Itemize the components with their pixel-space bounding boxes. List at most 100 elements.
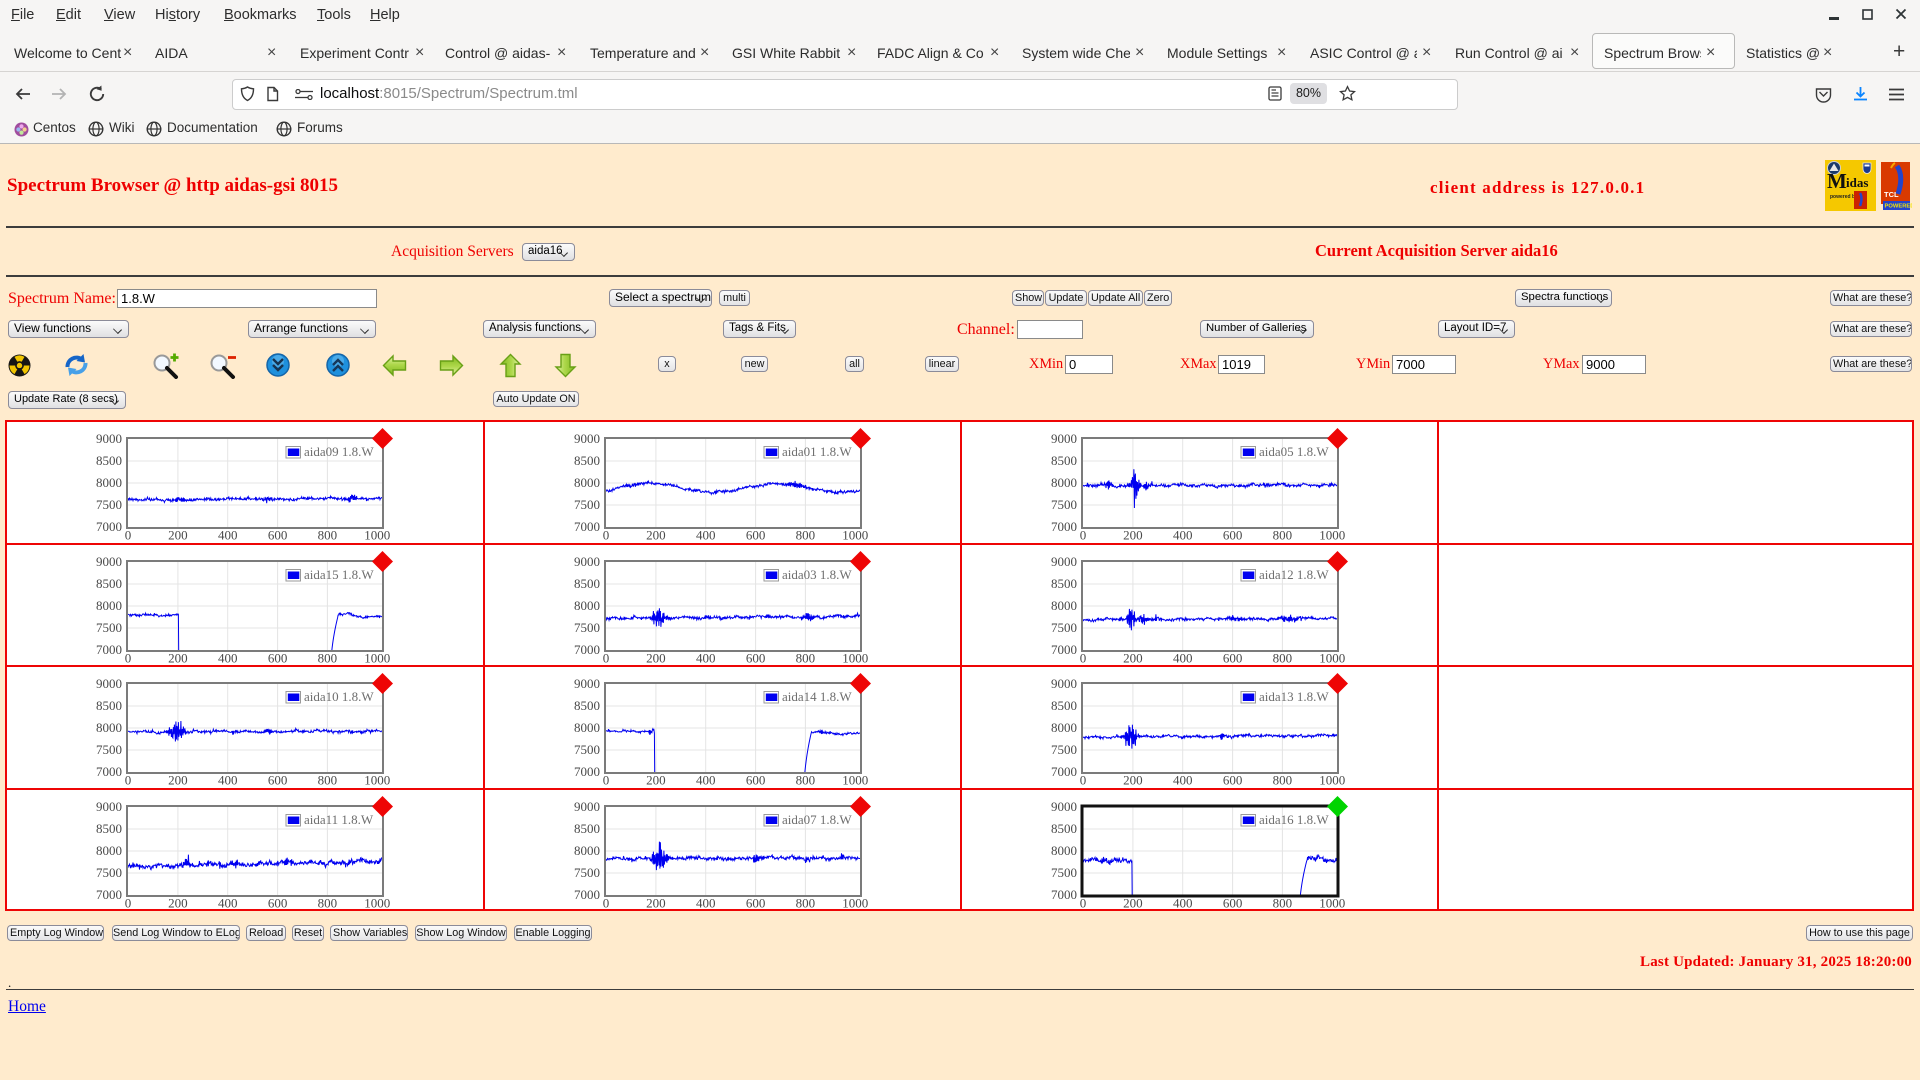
svg-text:400: 400 — [696, 773, 716, 788]
svg-text:8000: 8000 — [96, 843, 122, 858]
svg-text:7000: 7000 — [96, 642, 122, 657]
svg-text:200: 200 — [646, 773, 666, 788]
svg-text:aida11 1.8.W: aida11 1.8.W — [304, 812, 374, 827]
svg-text:800: 800 — [318, 650, 338, 665]
svg-text:8000: 8000 — [574, 720, 600, 735]
svg-text:aida12 1.8.W: aida12 1.8.W — [1259, 567, 1329, 582]
svg-text:aida07 1.8.W: aida07 1.8.W — [782, 812, 852, 827]
svg-text:7500: 7500 — [574, 865, 600, 880]
svg-text:200: 200 — [1123, 895, 1143, 910]
svg-text:400: 400 — [696, 528, 716, 543]
svg-text:8500: 8500 — [96, 821, 122, 836]
svg-text:8000: 8000 — [574, 475, 600, 490]
svg-text:200: 200 — [168, 650, 188, 665]
svg-text:800: 800 — [1273, 528, 1293, 543]
svg-text:7500: 7500 — [96, 742, 122, 757]
svg-text:9000: 9000 — [1051, 554, 1077, 569]
svg-text:7500: 7500 — [574, 620, 600, 635]
svg-text:800: 800 — [1273, 650, 1293, 665]
svg-text:9000: 9000 — [96, 431, 122, 446]
svg-text:600: 600 — [746, 650, 766, 665]
svg-text:0: 0 — [603, 773, 610, 788]
svg-text:200: 200 — [168, 528, 188, 543]
svg-text:600: 600 — [746, 895, 766, 910]
svg-text:800: 800 — [796, 650, 816, 665]
svg-text:7000: 7000 — [1051, 642, 1077, 657]
svg-text:7000: 7000 — [574, 642, 600, 657]
svg-text:8500: 8500 — [1051, 821, 1077, 836]
svg-text:1000: 1000 — [842, 895, 868, 910]
svg-text:8000: 8000 — [1051, 843, 1077, 858]
svg-text:M: M — [1827, 169, 1847, 193]
svg-text:7000: 7000 — [1051, 887, 1077, 902]
svg-text:800: 800 — [1273, 895, 1293, 910]
svg-text:7000: 7000 — [574, 764, 600, 779]
svg-text:8500: 8500 — [574, 453, 600, 468]
svg-text:8500: 8500 — [1051, 698, 1077, 713]
svg-text:1000: 1000 — [364, 773, 390, 788]
svg-text:8500: 8500 — [574, 698, 600, 713]
svg-text:8500: 8500 — [574, 576, 600, 591]
svg-text:1000: 1000 — [1319, 650, 1345, 665]
svg-text:7500: 7500 — [96, 620, 122, 635]
svg-text:1000: 1000 — [842, 650, 868, 665]
svg-text:0: 0 — [125, 528, 132, 543]
svg-text:0: 0 — [603, 895, 610, 910]
svg-text:aida05 1.8.W: aida05 1.8.W — [1259, 444, 1329, 459]
svg-text:1000: 1000 — [364, 895, 390, 910]
svg-text:idas: idas — [1846, 175, 1868, 190]
svg-text:600: 600 — [268, 528, 288, 543]
svg-text:8000: 8000 — [574, 598, 600, 613]
svg-text:1000: 1000 — [364, 650, 390, 665]
svg-text:9000: 9000 — [96, 554, 122, 569]
svg-text:200: 200 — [646, 895, 666, 910]
svg-text:1000: 1000 — [1319, 773, 1345, 788]
svg-text:0: 0 — [1080, 773, 1087, 788]
svg-text:8500: 8500 — [96, 576, 122, 591]
svg-text:7000: 7000 — [1051, 764, 1077, 779]
svg-text:7500: 7500 — [574, 742, 600, 757]
svg-text:200: 200 — [646, 650, 666, 665]
svg-text:600: 600 — [746, 528, 766, 543]
svg-text:200: 200 — [168, 895, 188, 910]
svg-text:9000: 9000 — [574, 676, 600, 691]
svg-text:8500: 8500 — [96, 453, 122, 468]
svg-text:200: 200 — [646, 528, 666, 543]
svg-text:0: 0 — [125, 773, 132, 788]
svg-text:400: 400 — [1173, 773, 1193, 788]
svg-text:600: 600 — [1223, 773, 1243, 788]
svg-text:600: 600 — [746, 773, 766, 788]
svg-text:7500: 7500 — [1051, 742, 1077, 757]
svg-text:8000: 8000 — [96, 475, 122, 490]
svg-text:600: 600 — [268, 895, 288, 910]
svg-text:400: 400 — [1173, 528, 1193, 543]
svg-text:1000: 1000 — [1319, 528, 1345, 543]
svg-text:7500: 7500 — [1051, 865, 1077, 880]
svg-text:8000: 8000 — [1051, 720, 1077, 735]
svg-text:7000: 7000 — [1051, 519, 1077, 534]
svg-text:7000: 7000 — [96, 887, 122, 902]
svg-text:0: 0 — [1080, 895, 1087, 910]
svg-text:7500: 7500 — [96, 865, 122, 880]
svg-text:7000: 7000 — [96, 764, 122, 779]
svg-text:9000: 9000 — [574, 431, 600, 446]
svg-text:aida15 1.8.W: aida15 1.8.W — [304, 567, 374, 582]
svg-text:400: 400 — [218, 773, 238, 788]
svg-text:9000: 9000 — [1051, 799, 1077, 814]
svg-text:0: 0 — [603, 650, 610, 665]
svg-text:powered by: powered by — [1830, 194, 1858, 200]
svg-text:8000: 8000 — [96, 720, 122, 735]
svg-text:0: 0 — [125, 650, 132, 665]
svg-text:aida09 1.8.W: aida09 1.8.W — [304, 444, 374, 459]
svg-text:aida13 1.8.W: aida13 1.8.W — [1259, 689, 1329, 704]
svg-text:8500: 8500 — [1051, 453, 1077, 468]
svg-text:200: 200 — [1123, 650, 1143, 665]
svg-text:200: 200 — [1123, 773, 1143, 788]
svg-text:9000: 9000 — [574, 554, 600, 569]
svg-text:9000: 9000 — [96, 676, 122, 691]
svg-text:aida16 1.8.W: aida16 1.8.W — [1259, 812, 1329, 827]
svg-text:600: 600 — [1223, 895, 1243, 910]
svg-text:aida01 1.8.W: aida01 1.8.W — [782, 444, 852, 459]
svg-text:7000: 7000 — [574, 887, 600, 902]
svg-text:7500: 7500 — [1051, 497, 1077, 512]
